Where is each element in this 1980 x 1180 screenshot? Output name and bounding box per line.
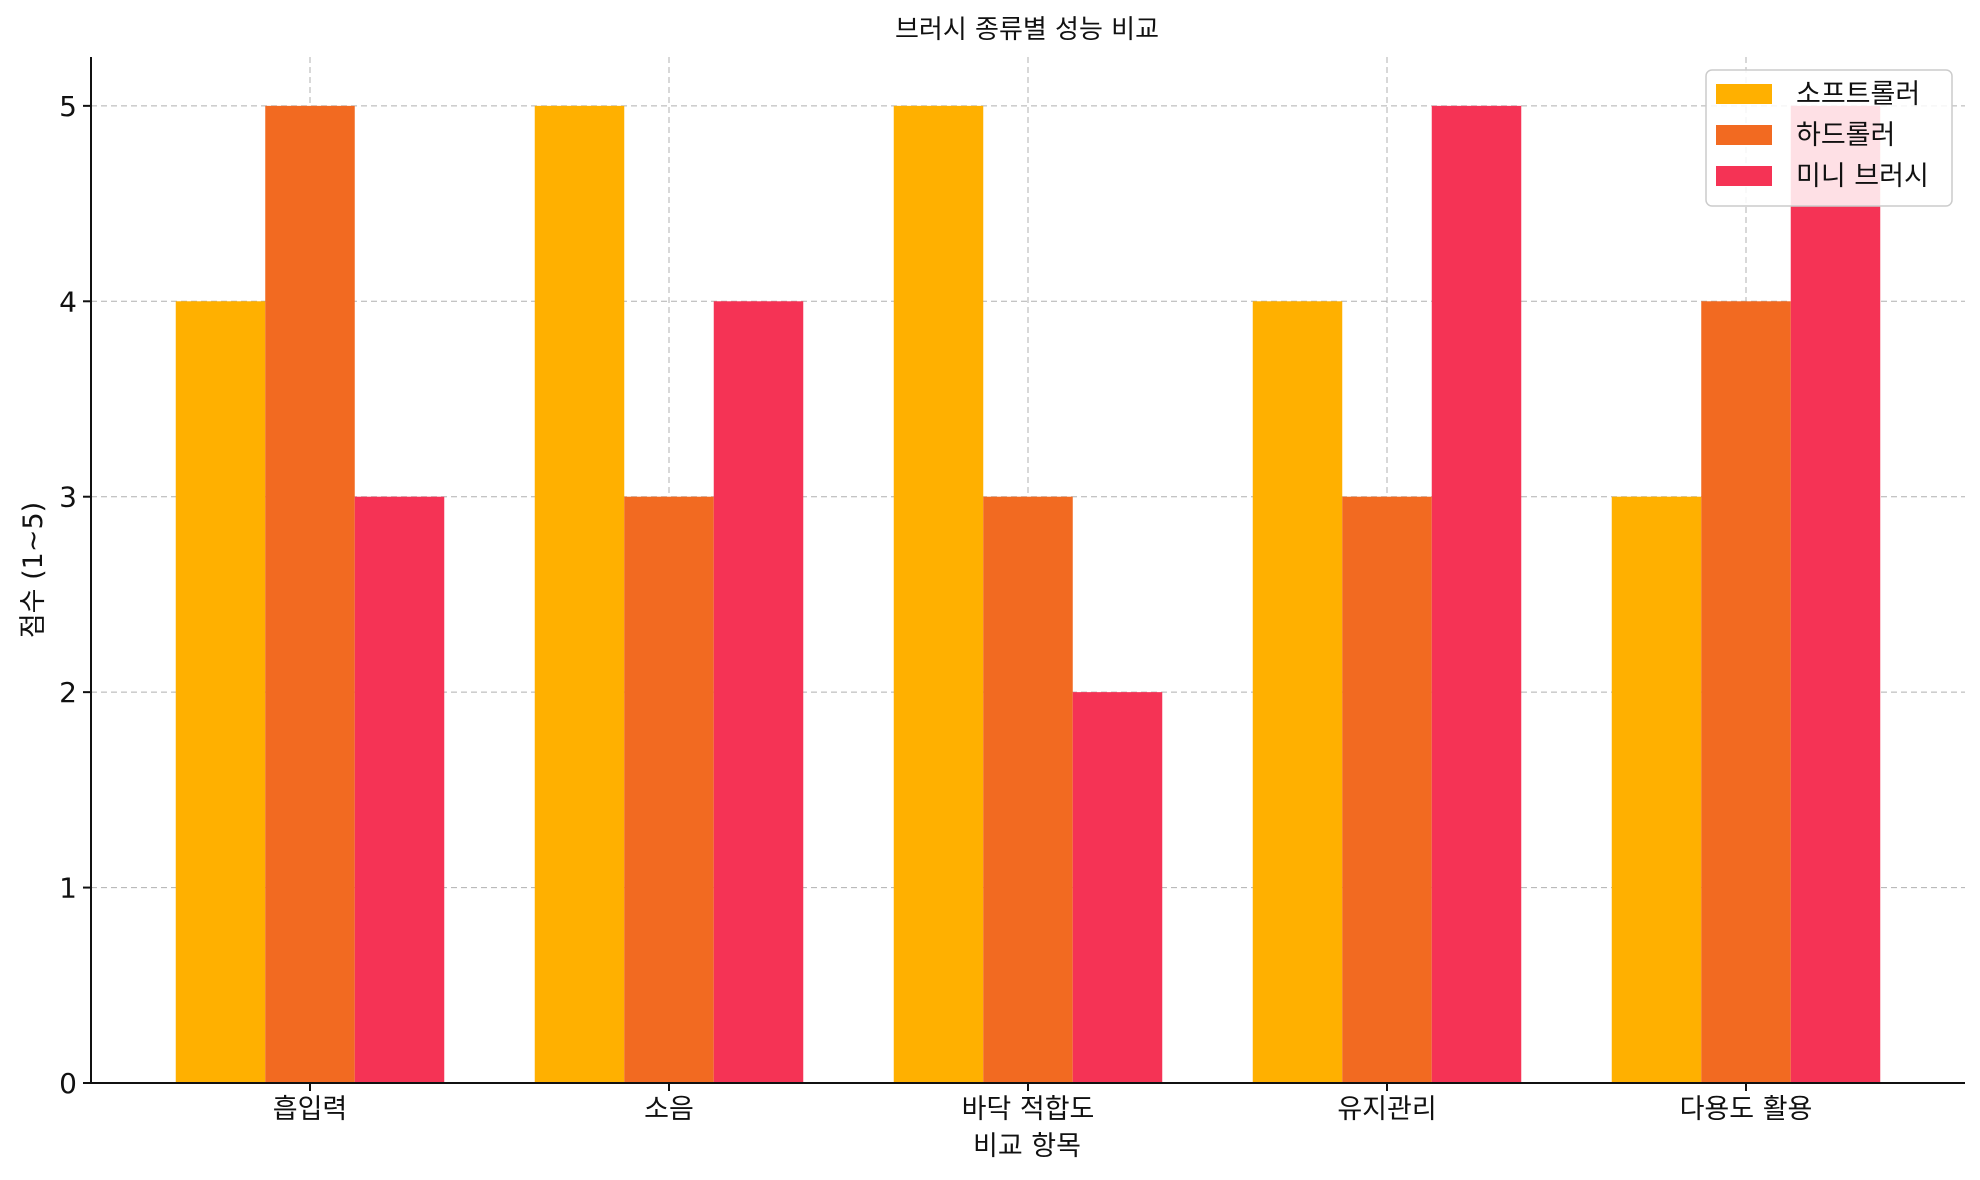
- y-tick-label: 3: [59, 481, 77, 514]
- category-label: 유지관리: [1337, 1094, 1436, 1125]
- category-label: 바닥 적합도: [962, 1094, 1095, 1125]
- category-label: 흡입력: [273, 1094, 348, 1125]
- chart-title: 브러시 종류별 성능 비교: [895, 15, 1159, 45]
- bar: [1790, 105, 1881, 1084]
- legend-label: 소프트롤러: [1796, 79, 1920, 110]
- y-tick-label: 2: [59, 676, 77, 709]
- bar: [1072, 692, 1163, 1083]
- bar: [1701, 301, 1791, 1083]
- legend-swatch: [1716, 166, 1772, 186]
- bar: [175, 301, 266, 1083]
- category-label: 소음: [644, 1094, 694, 1125]
- bars-layer: [175, 105, 1881, 1084]
- x-axis-title: 비교 항목: [973, 1131, 1081, 1162]
- y-tick-label: 1: [59, 872, 77, 905]
- legend-swatch: [1716, 84, 1772, 104]
- bar: [1431, 105, 1522, 1084]
- ticks-layer: 0 1 2 3 4 5 흡입력 소음 바닥 적합도 유지관리 다용도 활용: [59, 90, 1812, 1125]
- bar: [1611, 496, 1702, 1083]
- bar: [534, 105, 625, 1084]
- legend-swatch: [1716, 125, 1772, 145]
- y-axis-title: 점수 (1~5): [18, 502, 49, 638]
- bar: [893, 105, 984, 1084]
- bar: [713, 301, 804, 1083]
- bar: [265, 105, 355, 1084]
- y-tick-label: 5: [59, 90, 77, 123]
- y-tick-label: 4: [59, 285, 77, 318]
- bar: [1342, 496, 1432, 1083]
- bar: [983, 496, 1073, 1083]
- bar: [624, 496, 714, 1083]
- y-tick-label: 0: [59, 1067, 77, 1100]
- category-label: 다용도 활용: [1680, 1094, 1813, 1125]
- bar: [1252, 301, 1343, 1083]
- bar: [354, 496, 445, 1083]
- legend-label: 미니 브러시: [1796, 161, 1929, 192]
- legend-label: 하드롤러: [1796, 120, 1895, 151]
